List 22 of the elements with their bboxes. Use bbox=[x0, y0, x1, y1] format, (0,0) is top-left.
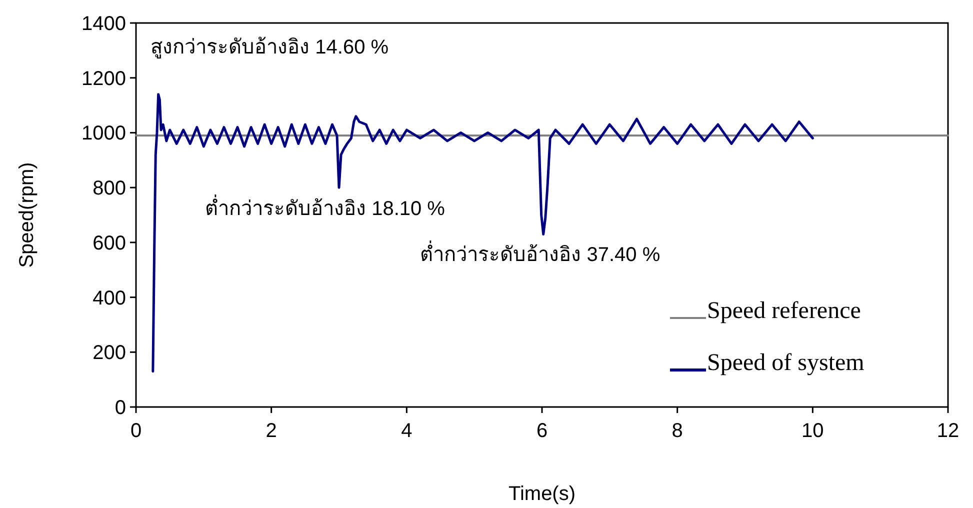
x-tick-label: 10 bbox=[802, 420, 824, 442]
annotation: ต่ำกว่าระดับอ้างอิง 37.40 % bbox=[420, 240, 660, 266]
x-tick-label: 2 bbox=[266, 420, 277, 442]
x-tick-label: 12 bbox=[936, 420, 960, 442]
legend-label: Speed of system bbox=[707, 350, 865, 376]
y-tick-label: 1000 bbox=[82, 122, 126, 145]
y-tick-label: 400 bbox=[92, 287, 126, 310]
annotation: ต่ำกว่าระดับอ้างอิง 18.10 % bbox=[205, 194, 446, 220]
x-tick-label: 8 bbox=[672, 420, 683, 442]
x-tick-label: 4 bbox=[401, 420, 412, 442]
y-tick-label: 800 bbox=[92, 178, 126, 200]
x-tick-label: 6 bbox=[536, 420, 548, 442]
y-tick-label: 0 bbox=[114, 397, 126, 419]
y-tick-label: 1400 bbox=[82, 13, 126, 35]
y-axis-title: Speed(rpm) bbox=[16, 162, 38, 268]
y-tick-label: 200 bbox=[92, 342, 126, 364]
y-tick-label: 600 bbox=[92, 232, 126, 254]
y-tick-label: 1200 bbox=[82, 68, 126, 90]
annotation: สูงกว่าระดับอ้างอิง 14.60 % bbox=[150, 36, 389, 60]
x-axis-title: Time(s) bbox=[508, 483, 576, 505]
x-tick-label: 0 bbox=[130, 420, 142, 442]
legend-label: Speed reference bbox=[707, 298, 861, 324]
